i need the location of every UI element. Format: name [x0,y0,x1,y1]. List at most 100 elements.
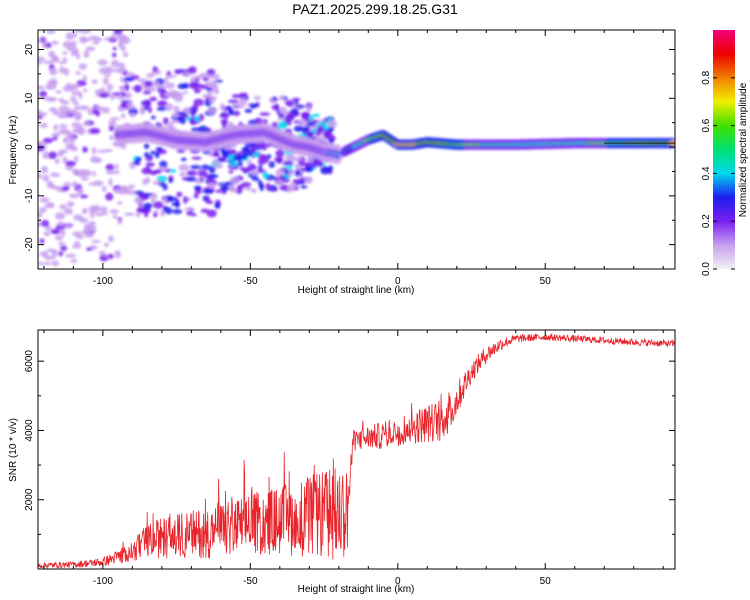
spectrogram-cell [229,176,240,185]
spectrogram-cell [197,169,208,177]
spectrogram-cell [62,85,73,92]
spectrogram-cell [62,51,68,55]
spectrogram-cell [300,185,308,189]
spectrogram-cell [286,112,296,119]
spectrogram-cell [177,83,187,90]
spectrogram-cell [88,220,96,226]
spectrogram-cell [274,179,284,185]
spectrogram-cell [94,89,105,93]
spectrogram-cell [329,137,334,145]
spectrogram-cell [38,61,43,65]
spectrogram-cell [119,76,125,83]
spectrogram-cell [228,110,235,116]
spectrogram-cell [105,163,115,171]
spectrogram-cell [229,161,238,167]
spectrogram-cell [143,152,150,158]
spectrogram-cell [78,217,89,223]
spectrogram-cell [113,68,120,73]
spectrogram-cell [111,33,117,40]
spectrogram-cell [82,74,87,82]
spectrogram-cell [43,231,51,237]
spectrogram-cell [75,71,82,75]
spectrogram-cell [327,119,338,128]
spectrogram-cell [51,260,60,267]
spectrogram-cell [103,74,111,78]
spectrogram-cell [117,34,126,39]
spectrogram-cell [154,151,160,159]
spectrogram-cell [64,224,73,229]
spectrogram-cell [108,178,113,186]
spectrogram-cell [114,250,122,258]
spectrogram-cell [287,157,297,161]
spectrogram-cell [327,128,334,132]
spectrogram-cell [130,75,140,80]
y-tick-label: -10 [24,188,35,203]
spectrogram-cell [182,195,188,204]
y-tick-label: 4000 [24,419,35,442]
spectrogram-cell [109,209,119,214]
spectrogram-cell [108,235,114,243]
spectrogram-cell [179,117,187,125]
spectrogram-cell [282,160,294,166]
spectrogram-cell [50,78,58,86]
spectrogram-cell [219,103,225,111]
spectrogram-cell [46,180,54,189]
spectrogram-cell [51,40,59,45]
spectrogram-cell [38,212,43,218]
snr-frame [37,329,676,570]
spectrogram-cell [58,124,68,128]
spectrogram-cell [117,62,126,71]
spectrogram-cell [66,201,75,208]
spectrogram-cell [193,193,199,199]
spectrogram-cell [100,211,108,216]
spectrogram-cell [162,205,168,213]
spectrogram-cell [182,71,193,76]
spectrogram-cell [233,110,241,117]
spectrogram-cell [220,184,230,192]
spectrogram-cell [210,84,219,90]
spectrogram-cell [208,165,216,174]
spectrogram-cell [179,172,187,177]
spectrogram-cell [46,30,56,35]
spectrogram-cell [159,160,168,169]
spectrogram-cell [145,162,155,167]
spectrogram-cell [259,183,265,192]
spectrogram-cell [176,111,187,115]
spectrogram-cell [117,218,123,225]
y-tick-label: 2000 [24,488,35,511]
spectrogram-cell [200,208,210,213]
snr-xlabel: Height of straight line (km) [298,584,415,595]
spectrogram-cell [122,71,127,76]
spectrogram-cell [105,170,114,175]
spectrogram-cell [180,157,187,162]
spectrogram-cell [72,231,83,237]
spectrogram-cell [42,41,47,49]
spectrogram-cell [301,126,310,131]
spectrogram-cell [63,68,70,76]
spectrogram-cell [305,176,313,185]
snr-series-line [38,333,675,569]
spectrogram-cell [302,112,309,117]
spectrogram-cell [120,113,126,119]
spectrogram-cell [228,170,234,174]
spectrogram-cell [135,156,142,162]
spectrogram-cell [100,106,111,114]
spectrogram-cell [61,186,70,191]
spectrogram-cell [168,178,173,183]
spectrogram-cell [296,174,305,178]
spectrogram-cell [193,87,201,94]
spectrogram-cell [81,207,88,215]
spectrogram-cell [288,169,293,178]
spectrogram-cell [174,70,182,75]
spectrogram-cell [294,100,299,105]
spectrogram-cell [275,149,285,158]
spectrogram-cell [190,164,201,170]
spectrogram-cell [317,121,328,125]
spectrogram-cell [207,174,219,179]
spectrogram-cell [61,229,66,237]
spectrogram-cell [38,262,46,266]
spectrogram-cell [143,85,150,93]
spectrogram-cell [38,173,43,179]
spectrogram-cell [259,112,271,116]
